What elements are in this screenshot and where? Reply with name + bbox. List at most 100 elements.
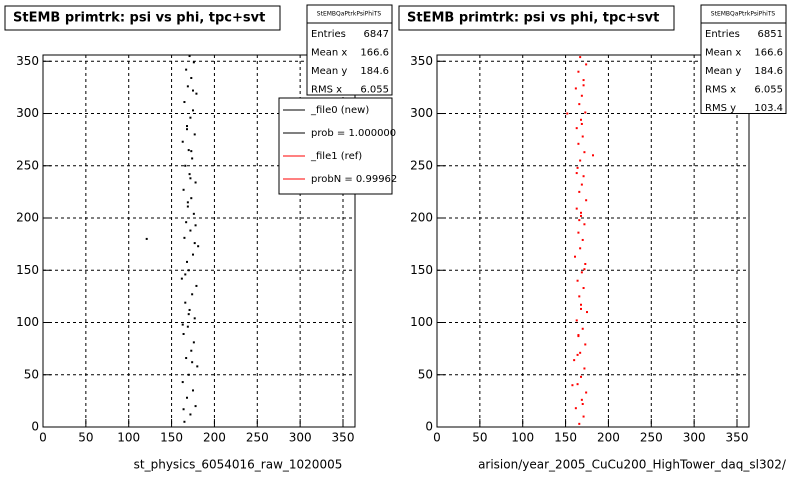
point [580,183,583,186]
point [185,221,188,224]
y-tick-label: 250 [16,158,39,172]
point [187,313,190,316]
point [578,190,581,193]
stat-value: 184.6 [360,66,389,77]
chart-title: StEMB primtrk: psi vs phi, tpc+svt [13,11,265,26]
point [192,212,195,215]
plot-frame [436,54,750,428]
point [194,405,197,408]
point [580,307,582,310]
x-tick-label: 200 [203,431,226,445]
point [186,396,188,399]
point [189,413,192,416]
point [579,159,582,162]
stats-box [306,4,393,96]
point [192,253,194,256]
point [580,94,583,97]
point [187,269,190,272]
point [574,255,576,258]
point [580,375,582,378]
point [186,325,189,328]
point [187,149,190,152]
point [580,398,583,401]
point [573,359,576,362]
point [195,92,198,95]
point [192,389,194,392]
point [575,319,578,322]
point [580,211,582,214]
point [578,103,581,106]
x-tick-label: 350 [332,431,355,445]
stat-label: RMS y [705,103,736,114]
point [190,349,193,352]
legend-label: _file1 (ref) [310,151,362,162]
x-axis-label: st_physics_6054016_raw_1020005 [134,458,343,472]
y-tick-label: 200 [410,211,433,225]
point [195,284,198,287]
point [185,357,188,360]
point [578,219,581,222]
point [189,116,192,119]
legend-label: _file0 (new) [310,105,369,116]
stat-label: Mean y [311,66,347,77]
point [189,229,192,232]
stats-box [700,4,787,114]
y-tick-label: 250 [410,158,433,172]
x-tick-label: 300 [289,431,312,445]
point [186,85,189,88]
point [186,201,189,204]
point [182,333,185,335]
point [184,273,187,276]
stat-value: 103.4 [754,103,783,114]
point [193,317,196,320]
x-tick-label: 50 [472,431,487,445]
stats-title: StEMBQaPtrkPsiPhiTS [711,11,776,18]
x-tick-label: 50 [78,431,93,445]
point [576,166,579,169]
x-tick-label: 350 [726,431,749,445]
point [184,164,187,167]
point [581,135,584,138]
point [583,268,586,271]
point [585,391,588,394]
point [584,111,587,114]
point [192,109,194,112]
point [182,408,185,411]
point [186,260,188,263]
point [583,151,586,154]
point [580,271,583,274]
point [186,125,188,128]
point [193,133,196,136]
point [191,157,194,160]
point [566,112,569,115]
point [579,56,582,59]
legend-box [278,97,393,195]
point [580,214,582,217]
stat-value: 166.6 [754,48,783,59]
point [582,175,585,178]
point [577,334,580,337]
stat-value: 184.6 [754,66,783,77]
stat-value: 6.055 [360,85,389,96]
x-tick-label: 150 [554,431,577,445]
point [584,343,587,346]
point [586,311,588,314]
legend-label: probN = 0.99962 [311,174,397,185]
point [185,68,188,71]
point [191,361,194,364]
point [578,295,581,298]
point [583,223,586,226]
stat-label: RMS x [311,85,342,96]
stats-title: StEMBQaPtrkPsiPhiTS [317,11,382,18]
point [571,384,574,387]
point [581,327,584,330]
stat-label: Mean x [705,48,741,59]
legend-label: prob = 1.000000 [311,128,396,139]
y-tick-label: 300 [410,106,433,120]
y-tick-label: 150 [16,263,39,277]
point [592,154,594,157]
stat-label: Entries [705,29,740,40]
point [196,365,199,368]
point [583,367,586,370]
